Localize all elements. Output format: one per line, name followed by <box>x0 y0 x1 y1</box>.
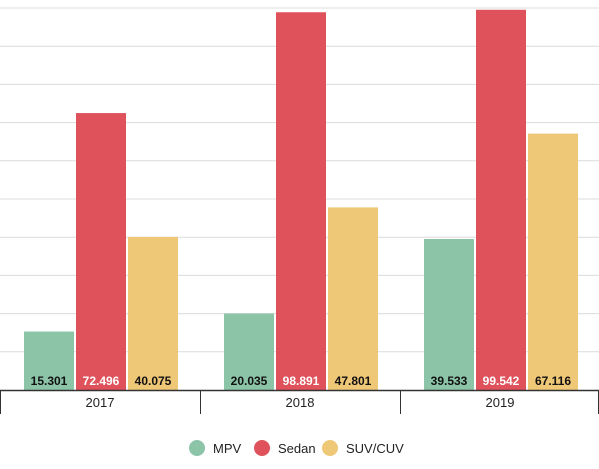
x-axis: 2017 2018 2019 <box>0 389 599 414</box>
x-tick-label: 2019 <box>486 395 515 410</box>
legend-label-mpv: MPV <box>213 441 242 456</box>
data-label: 15.301 <box>31 374 68 388</box>
data-label: 40.075 <box>135 374 172 388</box>
x-tick-label: 2017 <box>86 395 115 410</box>
bar-mpv-2017 <box>24 331 74 390</box>
bar-suv-cuv-2019 <box>528 133 578 390</box>
legend-swatch-suv-cuv <box>322 440 338 456</box>
data-label: 47.801 <box>335 374 372 388</box>
data-label: 67.116 <box>535 374 571 388</box>
legend-swatch-mpv <box>189 440 205 456</box>
bar-sedan-2017 <box>76 113 126 390</box>
bars: 15.301 72.496 40.075 20.035 98.891 47.801 39.5… <box>24 9 578 390</box>
data-label: 39.533 <box>431 374 468 388</box>
legend-label-suv-cuv: SUV/CUV <box>346 441 404 456</box>
bar-mpv-2019 <box>424 238 474 390</box>
data-label: 98.891 <box>283 374 320 388</box>
data-label: 72.496 <box>83 374 120 388</box>
bar-mpv-2018 <box>224 313 274 390</box>
bar-suv-cuv-2018 <box>328 207 378 390</box>
bar-sedan-2018 <box>276 12 326 390</box>
x-tick-label: 2018 <box>286 395 315 410</box>
bar-suv-cuv-2017 <box>128 236 178 390</box>
legend: MPV Sedan SUV/CUV <box>189 440 404 456</box>
data-label: 20.035 <box>231 374 268 388</box>
legend-label-sedan: Sedan <box>278 441 316 456</box>
data-label: 99.542 <box>483 374 520 388</box>
bar-sedan-2019 <box>476 9 526 390</box>
legend-swatch-sedan <box>254 440 270 456</box>
